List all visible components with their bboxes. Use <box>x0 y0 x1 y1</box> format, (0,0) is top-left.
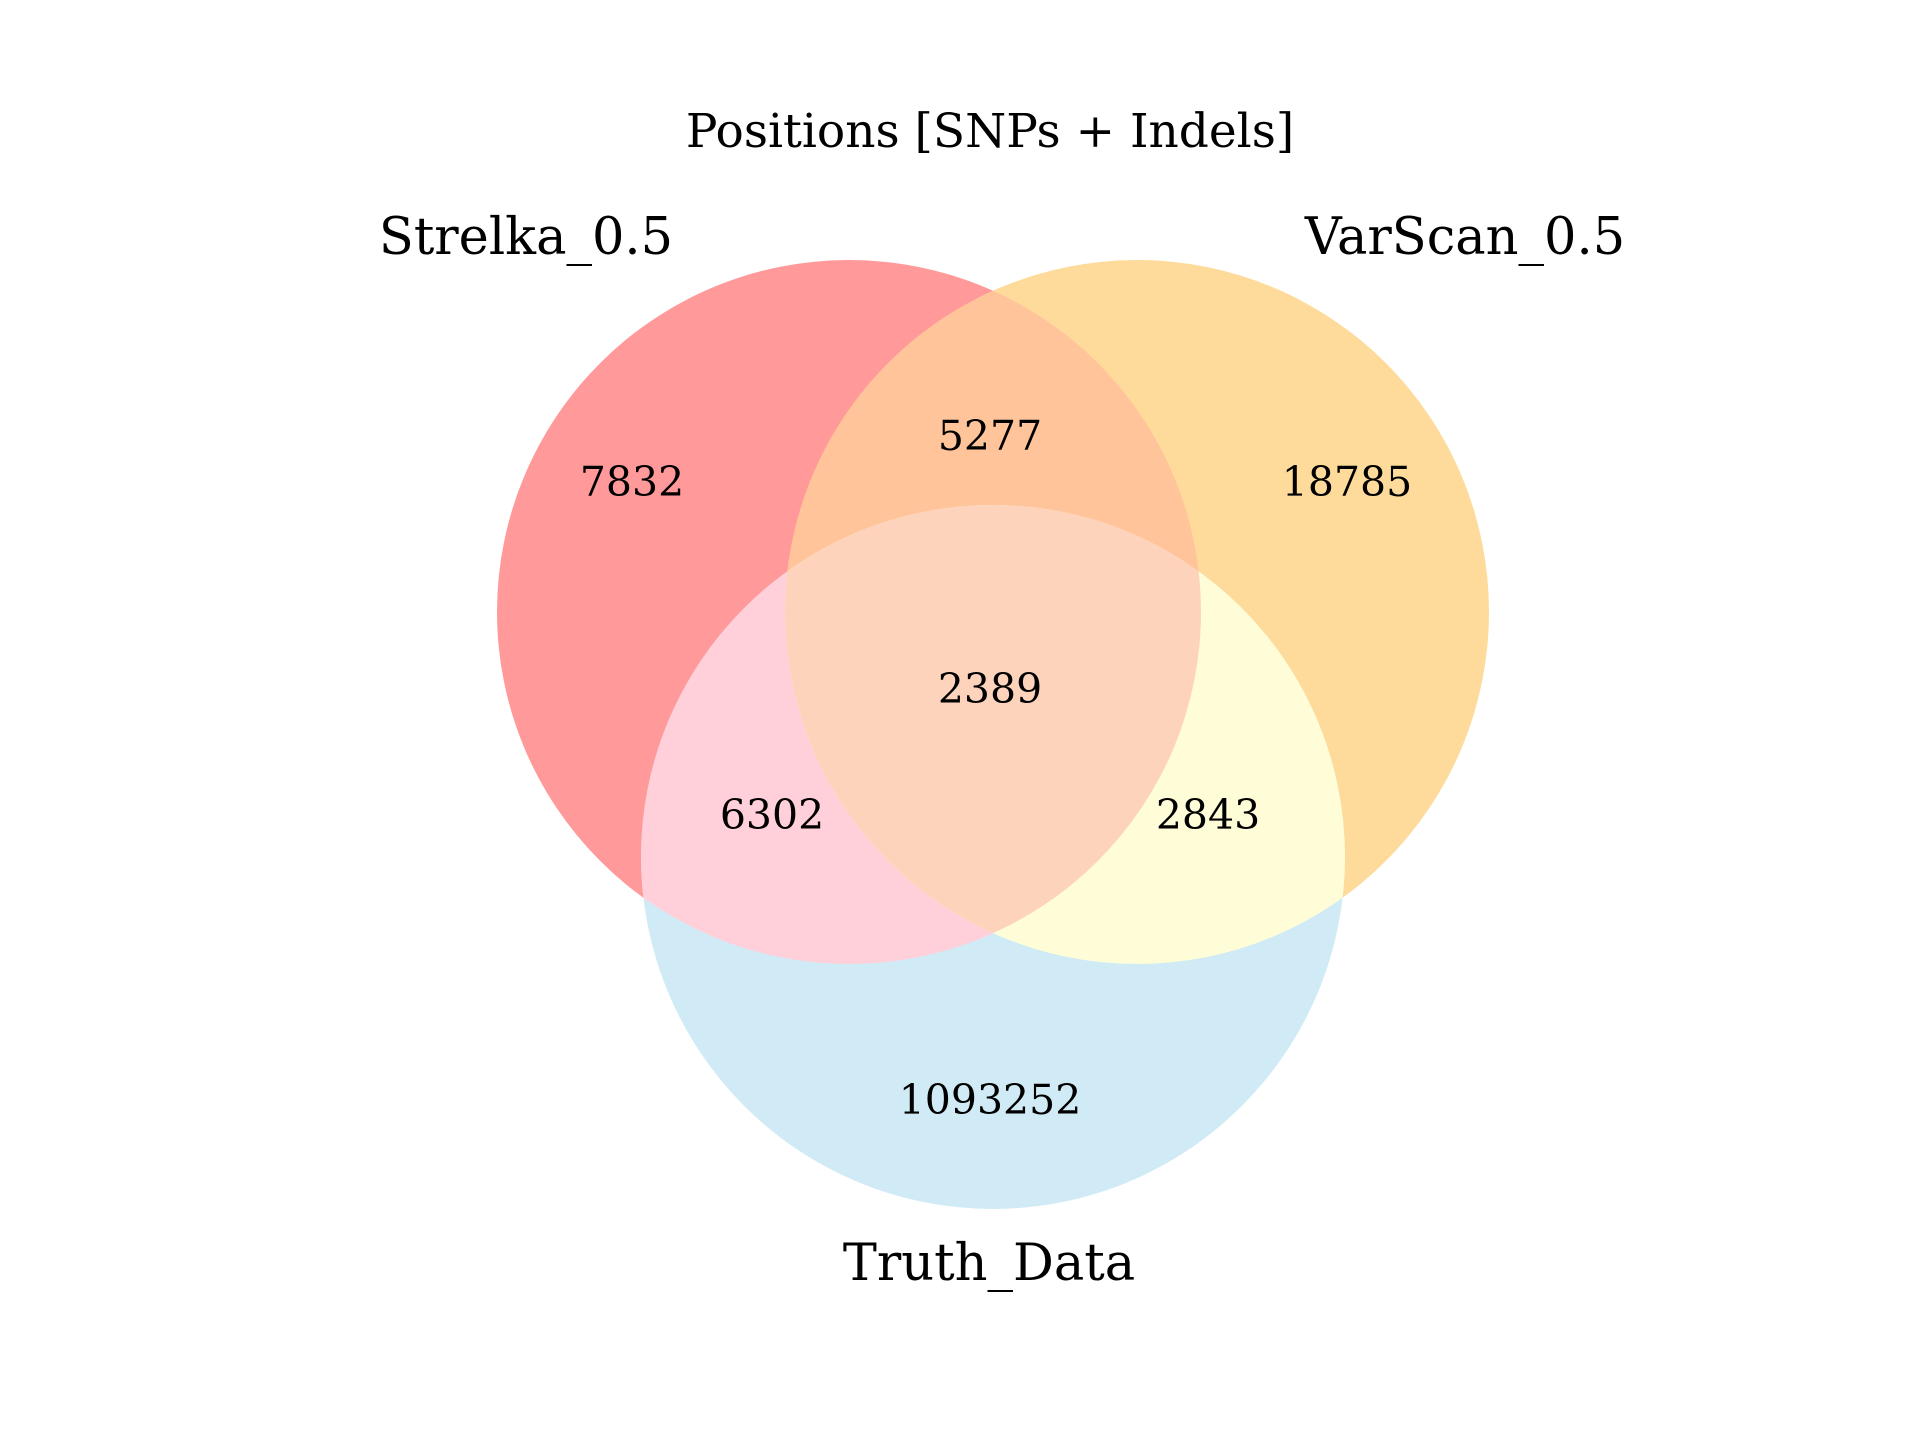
set-label-truth: Truth_Data <box>843 1234 1135 1293</box>
count-strelka-varscan: 5277 <box>938 412 1042 460</box>
chart-title: Positions [SNPs + Indels] <box>686 104 1294 159</box>
count-truth-only: 1093252 <box>899 1076 1082 1124</box>
count-varscan-truth: 2843 <box>1156 791 1260 839</box>
set-label-strelka: Strelka_0.5 <box>379 208 673 267</box>
overlap-all-three <box>785 505 1201 964</box>
count-strelka-only: 7832 <box>580 458 684 506</box>
count-varscan-only: 18785 <box>1282 458 1412 506</box>
count-strelka-truth: 6302 <box>720 791 824 839</box>
count-all-three: 2389 <box>938 665 1042 713</box>
set-label-varscan: VarScan_0.5 <box>1304 208 1625 267</box>
